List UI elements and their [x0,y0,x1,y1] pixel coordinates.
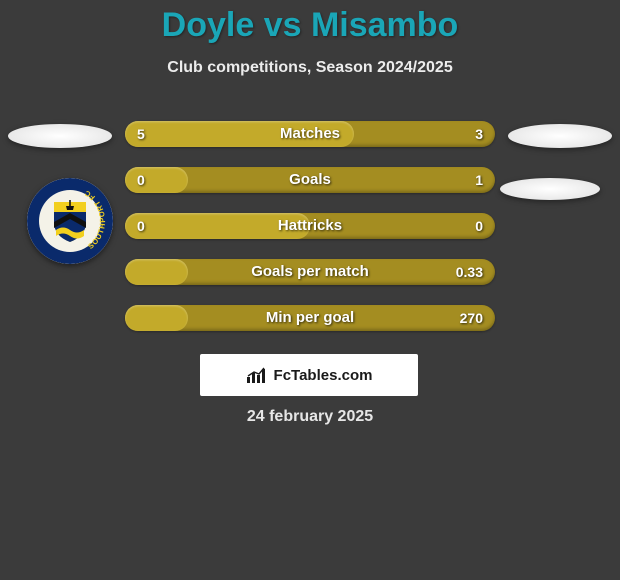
page-title: Doyle vs Misambo [0,0,620,45]
stat-row-min-per-goal: Min per goal270 [125,305,495,331]
stat-label: Min per goal [125,305,495,331]
club-badge-placeholder-right-1 [508,124,612,148]
club-badge-placeholder-left [8,124,112,148]
stat-label: Goals per match [125,259,495,285]
date-text: 24 february 2025 [0,408,620,426]
stat-row-matches: 5Matches3 [125,121,495,147]
stat-row-hattricks: 0Hattricks0 [125,213,495,239]
stat-right-value: 0.33 [456,259,483,285]
brand-text: FcTables.com [274,367,373,384]
club-crest-left: SOUTHPORT FC [27,178,113,264]
stat-label: Hattricks [125,213,495,239]
stat-row-goals: 0Goals1 [125,167,495,193]
stat-row-goals-per-match: Goals per match0.33 [125,259,495,285]
subtitle: Club competitions, Season 2024/2025 [0,59,620,77]
stat-right-value: 3 [475,121,483,147]
club-badge-placeholder-right-2 [500,178,600,200]
brand-box[interactable]: FcTables.com [200,354,418,396]
bar-chart-icon [246,367,268,383]
stat-right-value: 1 [475,167,483,193]
stat-label: Goals [125,167,495,193]
stat-right-value: 0 [475,213,483,239]
stat-right-value: 270 [460,305,483,331]
stat-label: Matches [125,121,495,147]
